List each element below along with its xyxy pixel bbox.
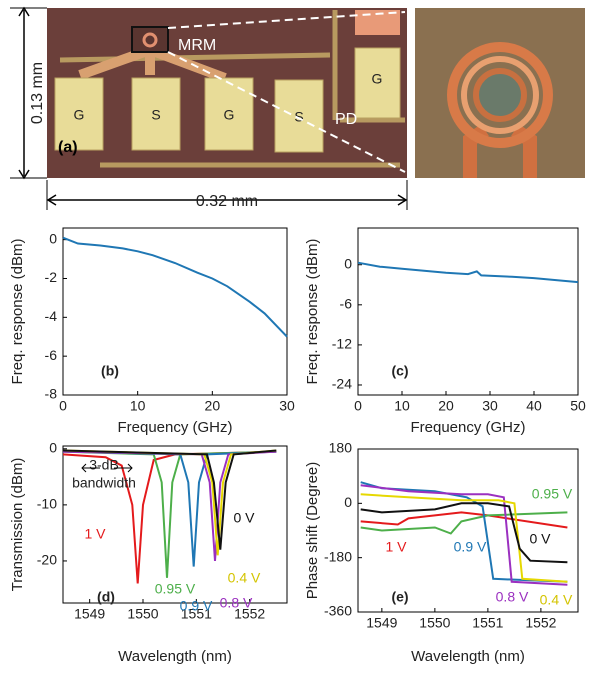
y-tick-label: -4 <box>45 308 58 324</box>
y-tick-label: -360 <box>324 603 352 619</box>
y-tick-label: -2 <box>45 269 58 285</box>
panel-label: (e) <box>391 589 408 605</box>
y-tick-label: 0 <box>344 494 352 510</box>
x-tick-label: 30 <box>279 398 295 414</box>
x-tick-label: 10 <box>130 398 146 414</box>
series-label: 0.95 V <box>532 486 573 502</box>
x-tick-label: 40 <box>526 398 542 414</box>
x-axis-label: Frequency (GHz) <box>410 419 525 436</box>
y-tick-label: 0 <box>49 440 57 456</box>
y-tick-label: -24 <box>332 376 352 392</box>
zoom-image <box>415 8 585 178</box>
series-label: 0.8 V <box>496 589 529 605</box>
line <box>358 263 578 282</box>
x-tick-label: 0 <box>354 398 362 414</box>
y-tick-label: 0 <box>344 255 352 271</box>
pad-label: G <box>74 107 85 123</box>
x-tick-label: 1550 <box>127 606 158 622</box>
mrm-label: MRM <box>178 37 216 54</box>
micrograph: G S G S G MRM PD (a) <box>47 8 407 178</box>
y-axis-label: Freq. response (dBm) <box>9 239 26 385</box>
x-tick-label: 1549 <box>74 606 105 622</box>
mrm-box <box>132 27 168 52</box>
panel-label: (b) <box>101 363 119 379</box>
y-tick-label: 180 <box>329 440 353 456</box>
y-tick-label: -20 <box>37 552 57 568</box>
height-label: 0.13 mm <box>29 62 46 124</box>
y-tick-label: -8 <box>45 386 58 402</box>
x-axis-label: Frequency (GHz) <box>117 419 232 436</box>
panel-label: (a) <box>58 139 78 156</box>
x-tick-label: 10 <box>394 398 410 414</box>
series-label: 0.9 V <box>180 598 213 614</box>
x-tick-label: 30 <box>482 398 498 414</box>
series-label: 1 V <box>84 526 106 542</box>
x-tick-label: 1549 <box>366 615 397 631</box>
x-tick-label: 20 <box>205 398 221 414</box>
series-label: 0.4 V <box>228 570 261 586</box>
series-label: 0 V <box>233 510 255 526</box>
plot-area <box>63 228 287 395</box>
series-label: 0.95 V <box>155 581 196 597</box>
annotation: 3-dB <box>89 457 119 473</box>
pad-label: S <box>151 107 160 123</box>
x-tick-label: 1551 <box>472 615 503 631</box>
width-label: 0.32 mm <box>196 193 258 210</box>
pad-label: G <box>372 71 383 87</box>
panel-label: (d) <box>97 589 115 605</box>
y-tick-label: -10 <box>37 496 57 512</box>
x-tick-label: 0 <box>59 398 67 414</box>
panel-label: (c) <box>391 363 408 379</box>
annotation: bandwidth <box>72 475 136 491</box>
y-tick-label: -6 <box>340 296 353 312</box>
x-axis-label: Wavelength (nm) <box>411 648 525 665</box>
x-tick-label: 20 <box>438 398 454 414</box>
y-tick-label: 0 <box>49 230 57 246</box>
y-tick-label: -6 <box>45 347 58 363</box>
pad-label: G <box>224 107 235 123</box>
y-axis-label: Transmission (dBm) <box>9 458 26 592</box>
y-axis-label: Freq. response (dBm) <box>304 239 321 385</box>
figure: G S G S G MRM PD (a) 0.13 mm 0.32 mm 0 10… <box>0 0 589 671</box>
line <box>63 238 287 337</box>
pd-label: PD <box>335 111 357 128</box>
x-tick-label: 50 <box>570 398 586 414</box>
series-label: 0.4 V <box>540 592 573 608</box>
y-tick-label: -12 <box>332 336 352 352</box>
x-axis-label: Wavelength (nm) <box>118 648 232 665</box>
x-tick-label: 1552 <box>525 615 556 631</box>
y-tick-label: -180 <box>324 548 352 564</box>
series-label: 0.8 V <box>220 595 253 611</box>
x-tick-label: 1550 <box>419 615 450 631</box>
series-label: 0 V <box>529 531 551 547</box>
series-label: 0.9 V <box>454 539 487 555</box>
zoom-ring <box>476 71 524 119</box>
series-label: 1 V <box>385 539 407 555</box>
y-axis-label: Phase shift (Degree) <box>304 462 321 600</box>
